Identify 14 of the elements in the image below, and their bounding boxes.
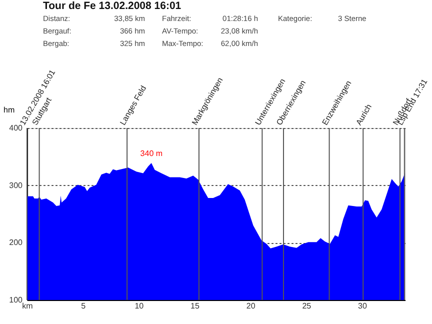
y-axis-title: hm bbox=[4, 106, 15, 114]
x-tick-label: 25 bbox=[302, 302, 312, 310]
x-tick-label: 5 bbox=[81, 302, 86, 310]
y-tick-label: 300 bbox=[9, 180, 24, 190]
x-tick-label: 10 bbox=[134, 302, 144, 310]
x-tick-label: 30 bbox=[358, 302, 368, 310]
y-tick-label: 100 bbox=[9, 296, 24, 304]
x-tick-label: km bbox=[22, 302, 34, 310]
y-tick-label: 200 bbox=[9, 238, 24, 248]
x-tick-label: 20 bbox=[246, 302, 256, 310]
annotation: 340 m bbox=[140, 148, 163, 158]
chart-title: Tour de Fe 13.02.2008 16:01 bbox=[43, 0, 182, 12]
y-tick-label: 400 bbox=[9, 124, 24, 132]
x-tick-label: 15 bbox=[190, 302, 200, 310]
